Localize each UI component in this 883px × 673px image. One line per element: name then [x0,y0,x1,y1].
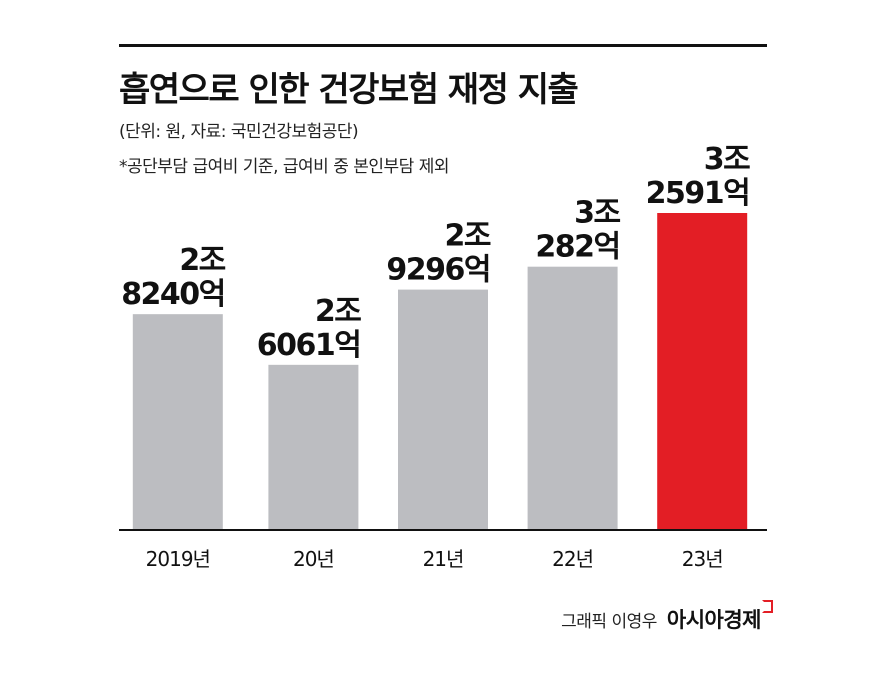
x-tick-label: 2019년 [146,547,210,571]
x-tick-label: 21년 [423,547,464,571]
credit: 그래픽 이영우 아시아경제 [561,600,773,634]
brand-name: 아시아경제 [666,608,762,632]
data-label-jo: 3조 [704,142,750,177]
basis-note: *공단부담 급여비 기준, 급여비 중 본인부담 제외 [119,157,450,177]
graphic-credit: 그래픽 이영우 [561,612,657,632]
x-tick-label: 20년 [293,547,334,571]
x-tick-label: 23년 [682,547,723,571]
data-label-eok: 9296억 [386,253,490,288]
unit-note: (단위: 원, 자료: 국민건강보험공단) [119,122,359,142]
bar [268,364,359,529]
bar [527,266,618,529]
brand-mark-icon [762,600,773,613]
brand-logo: 아시아경제 [666,600,773,634]
data-label-eok: 2591억 [646,176,750,211]
data-label-eok: 8240억 [121,277,225,312]
bar [657,213,748,529]
data-label-eok: 6061억 [257,328,361,363]
data-label-jo: 2조 [445,219,491,254]
top-rule [119,44,767,47]
chart-title: 흡연으로 인한 건강보험 재정 지출 [119,70,579,110]
data-label-jo: 3조 [574,196,620,231]
bar [398,289,488,529]
data-label-jo: 2조 [315,294,361,329]
data-label-eok: 282억 [535,230,619,265]
x-tick-label: 22년 [552,547,593,571]
data-label-jo: 2조 [179,243,225,278]
bar [132,314,223,529]
